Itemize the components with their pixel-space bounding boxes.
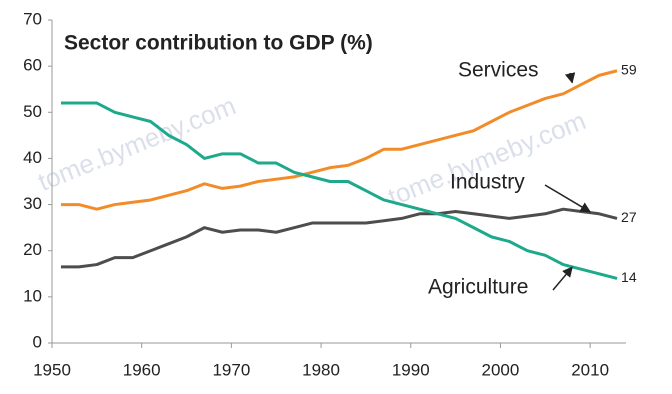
x-tick-label: 2000 — [482, 360, 520, 379]
arrow — [564, 72, 576, 84]
y-tick-label: 30 — [23, 194, 42, 213]
x-tick-label: 2010 — [571, 360, 609, 379]
arrow — [552, 266, 573, 291]
y-tick-label: 60 — [23, 56, 42, 75]
y-tick-label: 0 — [33, 332, 42, 351]
y-tick-label: 20 — [23, 240, 42, 259]
series-label: Agriculture — [428, 276, 528, 299]
y-tick-label: 70 — [23, 9, 42, 28]
x-tick-label: 1960 — [123, 360, 161, 379]
end-label: 59 — [621, 61, 637, 77]
series-label: Services — [458, 59, 539, 82]
x-tick-label: 1990 — [392, 360, 430, 379]
x-tick-label: 1970 — [212, 360, 250, 379]
chart-title: Sector contribution to GDP (%) — [64, 32, 373, 55]
series-label: Industry — [450, 171, 525, 194]
series-line — [60, 207, 618, 269]
x-tick-label: 1950 — [33, 360, 71, 379]
x-tick-label: 1980 — [302, 360, 340, 379]
end-label: 27 — [621, 209, 637, 225]
y-tick-label: 40 — [23, 148, 42, 167]
arrow — [544, 184, 592, 213]
watermark: tome.bymeby.com — [384, 105, 590, 212]
end-label: 14 — [621, 269, 637, 285]
y-tick-label: 50 — [23, 102, 42, 121]
series-line — [60, 101, 618, 280]
series-line — [60, 69, 618, 211]
y-tick-label: 10 — [23, 286, 42, 305]
watermark: tome.bymeby.com — [34, 90, 240, 197]
